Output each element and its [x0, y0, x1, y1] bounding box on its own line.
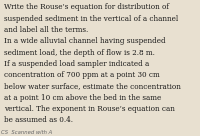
Text: concentration of 700 ppm at a point 30 cm: concentration of 700 ppm at a point 30 c…: [4, 71, 159, 79]
Text: suspended sediment in the vertical of a channel: suspended sediment in the vertical of a …: [4, 15, 178, 23]
Text: Write the Rouse’s equation for distribution of: Write the Rouse’s equation for distribut…: [4, 3, 169, 11]
Text: If a suspended load sampler indicated a: If a suspended load sampler indicated a: [4, 60, 149, 68]
Text: CS  Scanned with A: CS Scanned with A: [1, 130, 52, 135]
Text: sediment load, the depth of flow is 2.8 m.: sediment load, the depth of flow is 2.8 …: [4, 49, 154, 57]
Text: be assumed as 0.4.: be assumed as 0.4.: [4, 116, 73, 124]
Text: vertical. The exponent in Rouse’s equation can: vertical. The exponent in Rouse’s equati…: [4, 105, 174, 113]
Text: and label all the terms.: and label all the terms.: [4, 26, 88, 34]
Text: below water surface, estimate the concentration: below water surface, estimate the concen…: [4, 82, 180, 90]
Text: In a wide alluvial channel having suspended: In a wide alluvial channel having suspen…: [4, 37, 165, 45]
Text: at a point 10 cm above the bed in the same: at a point 10 cm above the bed in the sa…: [4, 94, 161, 102]
